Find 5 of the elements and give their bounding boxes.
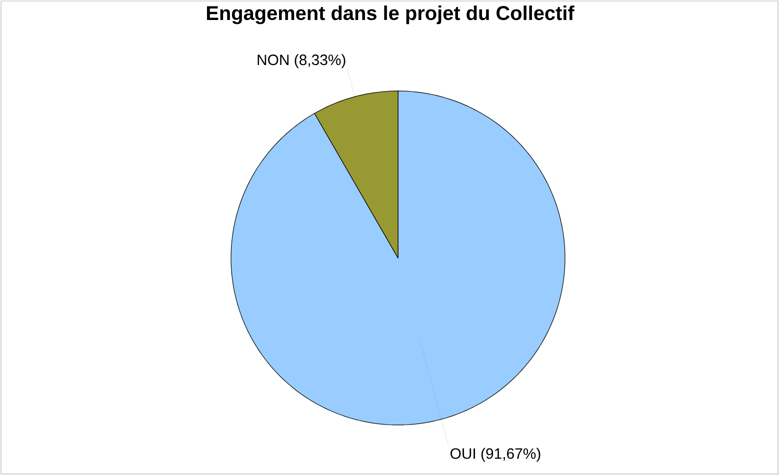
chart-title: Engagement dans le projet du Collectif bbox=[207, 6, 574, 24]
slice-label: OUI bbox=[450, 448, 475, 459]
data-label: (91,67%) bbox=[481, 448, 540, 462]
slice-label: NON bbox=[258, 54, 288, 66]
data-label: (8,33%) bbox=[294, 54, 346, 68]
